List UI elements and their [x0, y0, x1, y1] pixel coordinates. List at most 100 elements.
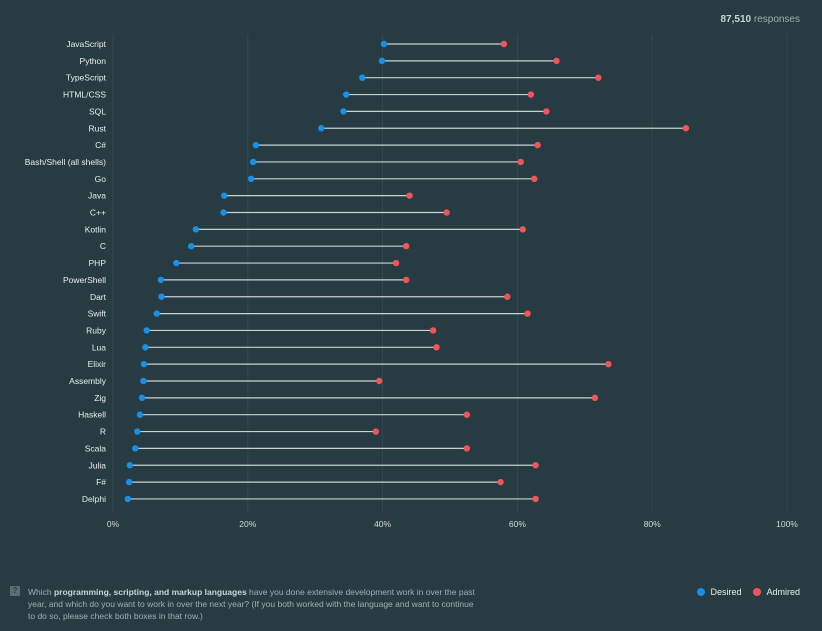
legend-item-admired[interactable]: Admired: [753, 587, 800, 597]
desired-point: [380, 40, 388, 48]
desired-point: [157, 276, 165, 284]
category-label: Bash/Shell (all shells): [25, 157, 106, 167]
desired-point: [158, 293, 165, 300]
desired-point: [126, 462, 134, 469]
category-label: C++: [90, 208, 106, 218]
admired-point: [519, 226, 526, 233]
admired-point: [443, 209, 450, 216]
x-tick-label: 20%: [239, 519, 256, 529]
admired-point: [504, 293, 511, 300]
category-label: R: [100, 427, 106, 437]
admired-point: [463, 411, 471, 418]
category-label: Rust: [89, 123, 107, 133]
desired-point: [142, 344, 149, 351]
admired-point: [532, 495, 539, 503]
desired-point: [252, 141, 260, 149]
category-label: Swift: [88, 309, 107, 319]
admired-point: [553, 57, 560, 65]
x-tick-label: 60%: [509, 519, 526, 529]
question-bold: programming, scripting, and markup langu…: [53, 587, 247, 597]
category-label: TypeScript: [66, 73, 107, 83]
admired-point: [402, 243, 410, 250]
desired-point: [138, 394, 146, 402]
category-label: Assembly: [69, 376, 107, 386]
desired-point: [136, 411, 144, 418]
desired-point: [343, 91, 350, 98]
question-icon[interactable]: ?: [10, 586, 20, 596]
desired-point: [173, 259, 180, 267]
category-label: C: [100, 241, 106, 251]
category-label: Kotlin: [85, 224, 107, 234]
category-label: Julia: [89, 460, 107, 470]
desired-point: [153, 310, 161, 317]
category-label: HTML/CSS: [63, 90, 106, 100]
desired-point: [247, 175, 255, 182]
admired-point: [591, 394, 599, 402]
desired-point: [143, 327, 150, 334]
category-label: Go: [95, 174, 107, 184]
admired-point: [532, 462, 539, 469]
category-label: Lua: [92, 342, 106, 352]
desired-point: [140, 377, 147, 385]
category-label: PHP: [89, 258, 107, 268]
category-label: F#: [96, 477, 106, 487]
admired-point: [500, 40, 508, 48]
admired-point: [595, 74, 602, 81]
question-prefix: Which: [28, 587, 54, 597]
admired-point: [463, 445, 471, 452]
category-label: Java: [88, 191, 106, 201]
desired-point: [132, 445, 139, 452]
desired-point: [125, 478, 133, 486]
legend-item-desired[interactable]: Desired: [697, 587, 741, 597]
legend-admired-label: Admired: [766, 587, 800, 597]
category-label: Scala: [85, 443, 107, 453]
desired-point: [134, 428, 141, 435]
desired-point: [378, 57, 386, 65]
admired-point: [392, 259, 400, 267]
category-label: Zig: [94, 393, 106, 403]
admired-point: [429, 327, 437, 334]
category-label: C#: [95, 140, 106, 150]
admired-point: [406, 192, 413, 199]
legend-desired-dot: [697, 588, 706, 596]
admired-point: [605, 360, 612, 368]
x-tick-label: 0%: [107, 519, 120, 529]
category-label: PowerShell: [63, 275, 106, 285]
legend: Desired Admired: [697, 587, 800, 597]
desired-point: [359, 74, 366, 81]
dumbbell-chart: 0% 20% 40% 60% 80% 100% JavaScript Python TypeSc…: [25, 34, 798, 529]
admired-point: [517, 158, 524, 166]
category-label: Ruby: [86, 325, 107, 335]
category-label: Haskell: [78, 410, 106, 420]
legend-admired-dot: [753, 588, 762, 596]
admired-point: [497, 478, 504, 486]
x-tick-label: 100%: [776, 519, 798, 529]
admired-point: [376, 377, 383, 385]
admired-point: [524, 310, 531, 317]
desired-point: [318, 125, 325, 132]
desired-point: [192, 226, 200, 233]
admired-point: [534, 141, 541, 149]
desired-point: [249, 158, 257, 166]
admired-point: [527, 91, 535, 98]
admired-point: [531, 175, 538, 182]
admired-point: [682, 125, 690, 132]
responses-count: 87,510 responses: [720, 14, 800, 25]
responses-number: 87,510: [720, 14, 752, 25]
responses-label: responses: [753, 14, 800, 25]
category-label: Delphi: [82, 494, 106, 504]
legend-desired-label: Desired: [710, 587, 742, 597]
desired-point: [221, 192, 228, 199]
x-tick-label: 80%: [644, 519, 661, 529]
question-suffix: have you done extensive development work…: [28, 587, 475, 621]
category-label: Elixir: [88, 359, 107, 369]
question-text: Which programming, scripting, and markup…: [28, 586, 480, 622]
category-label: Python: [80, 56, 107, 66]
question-footer: ? Which programming, scripting, and mark…: [10, 586, 480, 622]
desired-point: [340, 108, 347, 115]
desired-point: [187, 243, 195, 250]
admired-point: [433, 344, 440, 351]
admired-point: [402, 276, 410, 284]
desired-point: [140, 360, 148, 368]
admired-point: [543, 108, 550, 115]
